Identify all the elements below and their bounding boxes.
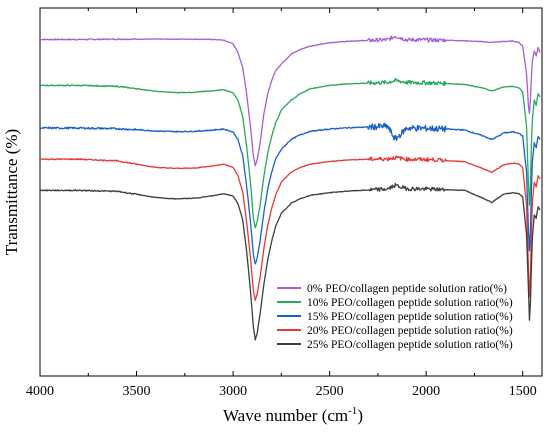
y-axis-title: Transmittance (%)	[2, 129, 21, 255]
legend: 0% PEO/collagen peptide solution ratio(%…	[277, 283, 513, 351]
x-axis-ticks: 4000 3500 3000 2500 2000 1500	[26, 8, 537, 399]
legend-label-4: 25% PEO/collagen peptide solution ratio(…	[307, 339, 513, 351]
series-line-2	[39, 122, 541, 265]
legend-label-0: 0% PEO/collagen peptide solution ratio(%…	[307, 283, 507, 295]
series-line-3	[39, 155, 541, 302]
x-tick-label: 1500	[509, 384, 537, 399]
x-axis-title-superscript: -1	[348, 405, 357, 417]
x-tick-label: 2500	[316, 384, 344, 399]
x-axis-title: Wave number (cm-1)	[223, 405, 363, 425]
x-axis-title-main: Wave number (cm	[223, 406, 348, 425]
x-axis-title-close: )	[357, 406, 363, 425]
x-tick-label: 3500	[123, 384, 151, 399]
x-tick-label: 4000	[26, 384, 54, 399]
series-layer	[39, 35, 541, 341]
x-tick-label: 3000	[219, 384, 247, 399]
series-line-4	[39, 182, 541, 341]
legend-label-2: 15% PEO/collagen peptide solution ratio(…	[307, 311, 513, 323]
x-tick-label: 2000	[412, 384, 440, 399]
legend-label-1: 10% PEO/collagen peptide solution ratio(…	[307, 297, 513, 309]
series-line-0	[39, 35, 541, 167]
series-line-1	[39, 77, 541, 229]
legend-label-3: 20% PEO/collagen peptide solution ratio(…	[307, 325, 513, 337]
plot-frame	[39, 7, 543, 377]
